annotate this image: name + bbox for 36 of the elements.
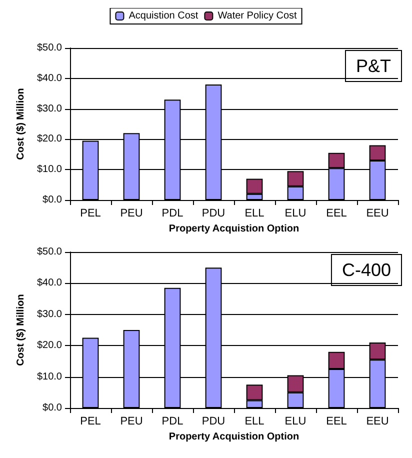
x-tick-label: PEU xyxy=(120,208,143,220)
y-tick-label: $20.0 xyxy=(36,340,62,352)
x-tick-label: EEL xyxy=(326,208,347,220)
y-tick-label: $40.0 xyxy=(36,72,62,84)
y-tick-label: $10.0 xyxy=(36,164,62,176)
x-tick-label: PDL xyxy=(162,208,184,220)
y-tick-label: $0.0 xyxy=(42,402,62,414)
x-tick-label: ELU xyxy=(284,208,306,220)
x-tick-label: PDU xyxy=(202,416,226,428)
legend-label: Acquistion Cost xyxy=(128,10,198,22)
x-tick-label: ELU xyxy=(284,416,306,428)
x-tick-label: EEU xyxy=(366,416,389,428)
x-tick-label: ELL xyxy=(244,208,264,220)
x-tick-label: PEU xyxy=(120,416,143,428)
y-tick-label: $0.0 xyxy=(42,194,62,206)
x-tick-label: PEL xyxy=(80,208,101,220)
y-tick-label: $40.0 xyxy=(36,278,62,289)
y-axis-title: Cost ($) Million xyxy=(16,88,26,160)
y-tick-label: $30.0 xyxy=(36,308,62,320)
x-axis-title: Property Acquistion Option xyxy=(168,223,300,234)
y-axis-title: Cost ($) Million xyxy=(16,294,26,366)
y-tick-label: $50.0 xyxy=(36,42,62,54)
y-tick-label: $30.0 xyxy=(36,103,62,114)
y-tick-label: $50.0 xyxy=(36,246,62,258)
x-tick-label: PDU xyxy=(202,208,226,220)
annotation: C-400 xyxy=(342,260,392,280)
y-tick-label: $20.0 xyxy=(36,134,62,145)
annotation: P&T xyxy=(356,56,392,76)
x-tick-label: ELL xyxy=(244,416,264,428)
legend-label: Water Policy Cost xyxy=(218,10,298,22)
x-axis-title: Property Acquistion Option xyxy=(168,431,300,442)
x-tick-label: PDL xyxy=(162,416,184,428)
x-tick-label: EEL xyxy=(326,416,347,428)
x-tick-label: EEU xyxy=(366,208,389,220)
x-tick-label: PEL xyxy=(80,416,101,428)
y-tick-label: $10.0 xyxy=(36,371,62,382)
